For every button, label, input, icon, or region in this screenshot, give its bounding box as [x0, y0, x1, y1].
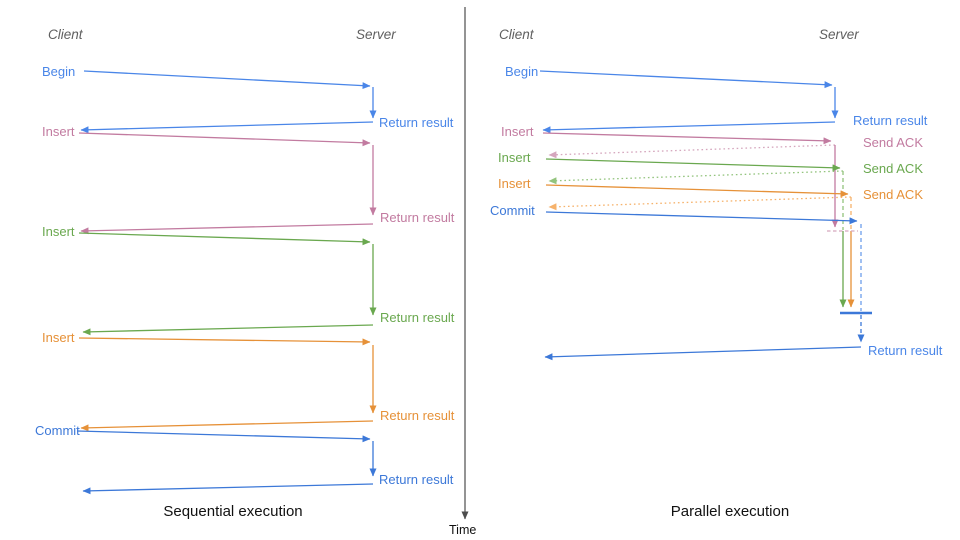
par-begin-return-label: Return result — [853, 113, 928, 128]
par-insert1-ack-label: Send ACK — [863, 135, 923, 150]
seq-insert1-label: Insert — [42, 124, 75, 139]
par-insert3-ack-label: Send ACK — [863, 187, 923, 202]
par-begin-return — [542, 121, 836, 134]
par-server-header: Server — [819, 27, 859, 42]
par-insert1-ack — [548, 144, 836, 159]
seq-begin-return-label: Return result — [379, 115, 454, 130]
seq-commit-label: Commit — [35, 423, 80, 438]
par-insert3-request — [545, 184, 849, 198]
seq-commit-request — [76, 430, 371, 443]
parallel-panel-title: Parallel execution — [670, 503, 790, 520]
seq-server-header: Server — [356, 27, 396, 42]
seq-insert2-request — [78, 232, 371, 246]
par-insert1-request — [542, 132, 832, 145]
time-axis-label: Time — [449, 523, 477, 537]
par-insert2-ack — [548, 170, 844, 185]
par-insert2-request — [545, 158, 841, 172]
seq-insert2-return-label: Return result — [380, 310, 455, 325]
sequential-panel-title: Sequential execution — [163, 503, 303, 520]
seq-begin-request — [83, 70, 371, 90]
seq-insert3-return — [80, 420, 374, 432]
par-insert3-ack — [548, 196, 852, 211]
par-insert3-label: Insert — [498, 176, 531, 191]
par-insert1-label: Insert — [501, 124, 534, 139]
par-commit-request — [545, 211, 858, 225]
seq-insert3-request — [78, 337, 371, 346]
seq-client-header: Client — [48, 27, 83, 42]
seq-begin-label: Begin — [42, 64, 75, 79]
seq-insert1-request — [78, 132, 371, 147]
par-commit-return-label: Return result — [868, 343, 943, 358]
seq-insert3-label: Insert — [42, 330, 75, 345]
seq-insert1-return-label: Return result — [380, 210, 455, 225]
seq-insert2-label: Insert — [42, 224, 75, 239]
par-begin-label: Begin — [505, 64, 538, 79]
par-begin-request — [539, 70, 833, 89]
par-insert2-label: Insert — [498, 150, 531, 165]
par-insert2-ack-label: Send ACK — [863, 161, 923, 176]
par-commit-label: Commit — [490, 203, 535, 218]
seq-insert1-return — [80, 223, 374, 235]
par-client-header: Client — [499, 27, 534, 42]
seq-insert2-return — [82, 324, 374, 336]
seq-commit-return — [82, 483, 374, 495]
seq-insert3-return-label: Return result — [380, 408, 455, 423]
seq-commit-return-label: Return result — [379, 472, 454, 487]
par-commit-return — [544, 346, 862, 361]
seq-begin-return — [80, 121, 374, 134]
